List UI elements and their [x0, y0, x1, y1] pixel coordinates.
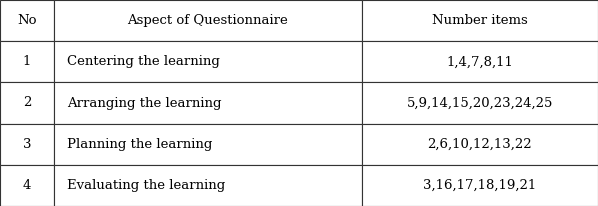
Bar — [0, 124, 54, 165]
Text: 5,9,14,15,20,23,24,25: 5,9,14,15,20,23,24,25 — [407, 96, 553, 110]
Bar — [0, 82, 54, 124]
Bar — [54, 82, 362, 124]
Bar — [362, 82, 598, 124]
Bar — [362, 165, 598, 206]
Text: 1: 1 — [23, 55, 31, 68]
Text: 2: 2 — [23, 96, 31, 110]
Text: 3: 3 — [23, 138, 31, 151]
Text: Number items: Number items — [432, 14, 528, 27]
Bar — [362, 41, 598, 82]
Bar — [54, 0, 362, 41]
Text: No: No — [17, 14, 36, 27]
Text: 1,4,7,8,11: 1,4,7,8,11 — [447, 55, 513, 68]
Bar — [0, 0, 54, 41]
Text: Arranging the learning: Arranging the learning — [67, 96, 221, 110]
Bar — [54, 41, 362, 82]
Bar — [0, 41, 54, 82]
Bar — [0, 165, 54, 206]
Bar — [54, 165, 362, 206]
Bar — [362, 0, 598, 41]
Text: 3,16,17,18,19,21: 3,16,17,18,19,21 — [423, 179, 536, 192]
Text: Aspect of Questionnaire: Aspect of Questionnaire — [127, 14, 288, 27]
Bar — [54, 124, 362, 165]
Text: 2,6,10,12,13,22: 2,6,10,12,13,22 — [428, 138, 532, 151]
Text: 4: 4 — [23, 179, 31, 192]
Text: Evaluating the learning: Evaluating the learning — [67, 179, 225, 192]
Text: Planning the learning: Planning the learning — [67, 138, 212, 151]
Text: Centering the learning: Centering the learning — [67, 55, 220, 68]
Bar — [362, 124, 598, 165]
